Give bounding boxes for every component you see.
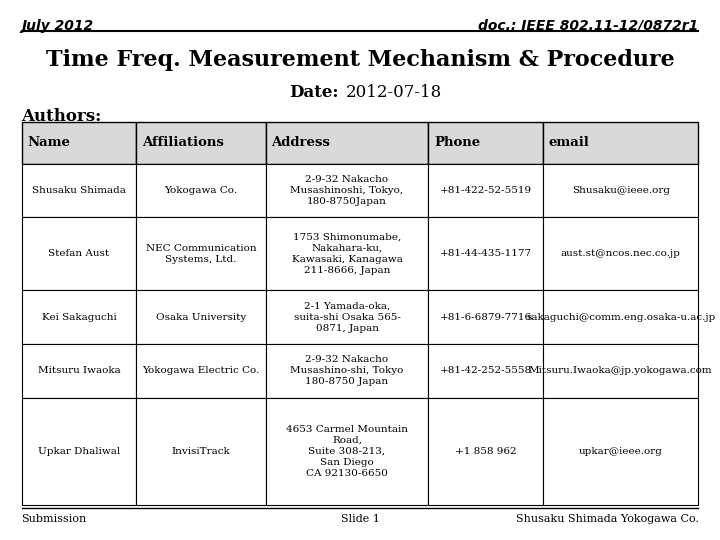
Bar [543, 217, 698, 290]
Text: Address: Address [271, 136, 330, 149]
Text: email: email [549, 136, 590, 149]
Text: 2012-07-18: 2012-07-18 [346, 84, 442, 100]
Text: Shusaku Shimada Yokogawa Co.: Shusaku Shimada Yokogawa Co. [516, 514, 698, 524]
Text: Yokogawa Electric Co.: Yokogawa Electric Co. [143, 366, 260, 375]
Bar [428, 164, 543, 217]
Bar [266, 164, 428, 217]
Bar [543, 290, 698, 344]
Bar [428, 290, 543, 344]
Bar [136, 217, 266, 290]
Bar [266, 122, 428, 164]
Text: Mitsuru.Iwaoka@jp.yokogawa.com: Mitsuru.Iwaoka@jp.yokogawa.com [529, 366, 713, 375]
Text: +81-6-6879-7716: +81-6-6879-7716 [440, 313, 532, 321]
Bar [428, 122, 543, 164]
Text: Kei Sakaguchi: Kei Sakaguchi [42, 313, 117, 321]
Bar [22, 164, 136, 217]
Bar [428, 397, 543, 505]
Text: Osaka University: Osaka University [156, 313, 246, 321]
Bar [428, 344, 543, 397]
Text: Shusaku@ieee.org: Shusaku@ieee.org [572, 186, 670, 195]
Bar [136, 122, 266, 164]
Bar [543, 164, 698, 217]
Bar [266, 217, 428, 290]
Text: 2-9-32 Nakacho
Musashinoshi, Tokyo,
180-8750Japan: 2-9-32 Nakacho Musashinoshi, Tokyo, 180-… [290, 175, 404, 206]
Text: Affiliations: Affiliations [142, 136, 224, 149]
Text: NEC Communication
Systems, Ltd.: NEC Communication Systems, Ltd. [145, 244, 256, 264]
Bar [22, 217, 136, 290]
Text: Time Freq. Measurement Mechanism & Procedure: Time Freq. Measurement Mechanism & Proce… [45, 49, 675, 71]
Text: Phone: Phone [434, 136, 480, 149]
Bar [136, 164, 266, 217]
Text: Yokogawa Co.: Yokogawa Co. [164, 186, 238, 195]
Text: 4653 Carmel Mountain
Road,
Suite 308-213,
San Diego
CA 92130-6650: 4653 Carmel Mountain Road, Suite 308-213… [286, 424, 408, 478]
Text: July 2012: July 2012 [22, 19, 94, 33]
Text: +81-44-435-1177: +81-44-435-1177 [440, 249, 532, 258]
Text: 1753 Shimonumabe,
Nakahara-ku,
Kawasaki, Kanagawa
211-8666, Japan: 1753 Shimonumabe, Nakahara-ku, Kawasaki,… [292, 233, 402, 275]
Text: aust.st@ncos.nec.co.jp: aust.st@ncos.nec.co.jp [561, 249, 680, 258]
Text: Authors:: Authors: [22, 108, 102, 125]
Bar [22, 397, 136, 505]
Text: +81-422-52-5519: +81-422-52-5519 [440, 186, 532, 195]
Bar [22, 290, 136, 344]
Bar [22, 122, 136, 164]
Bar [543, 397, 698, 505]
Bar [136, 397, 266, 505]
Text: Name: Name [27, 136, 71, 149]
Text: Shusaku Shimada: Shusaku Shimada [32, 186, 126, 195]
Text: Slide 1: Slide 1 [341, 514, 379, 524]
Text: sakaguchi@comm.eng.osaka-u.ac.jp: sakaguchi@comm.eng.osaka-u.ac.jp [526, 313, 716, 321]
Bar [543, 122, 698, 164]
Bar [428, 217, 543, 290]
Text: Stefan Aust: Stefan Aust [48, 249, 109, 258]
Text: InvisiTrack: InvisiTrack [171, 447, 230, 456]
Bar [136, 344, 266, 397]
Bar [136, 290, 266, 344]
Text: doc.: IEEE 802.11-12/0872r1: doc.: IEEE 802.11-12/0872r1 [478, 19, 698, 33]
Bar [22, 344, 136, 397]
Bar [266, 344, 428, 397]
Text: 2-1 Yamada-oka,
suita-shi Osaka 565-
0871, Japan: 2-1 Yamada-oka, suita-shi Osaka 565- 087… [294, 301, 400, 333]
Text: Submission: Submission [22, 514, 87, 524]
Bar [543, 344, 698, 397]
Text: +81-42-252-5558: +81-42-252-5558 [440, 366, 532, 375]
Text: Date:: Date: [289, 84, 338, 100]
Text: +1 858 962: +1 858 962 [455, 447, 516, 456]
Text: 2-9-32 Nakacho
Musashino-shi, Tokyo
180-8750 Japan: 2-9-32 Nakacho Musashino-shi, Tokyo 180-… [290, 355, 404, 386]
Bar [266, 290, 428, 344]
Text: upkar@ieee.org: upkar@ieee.org [579, 447, 662, 456]
Text: Mitsuru Iwaoka: Mitsuru Iwaoka [37, 366, 120, 375]
Bar [266, 397, 428, 505]
Text: Upkar Dhaliwal: Upkar Dhaliwal [37, 447, 120, 456]
